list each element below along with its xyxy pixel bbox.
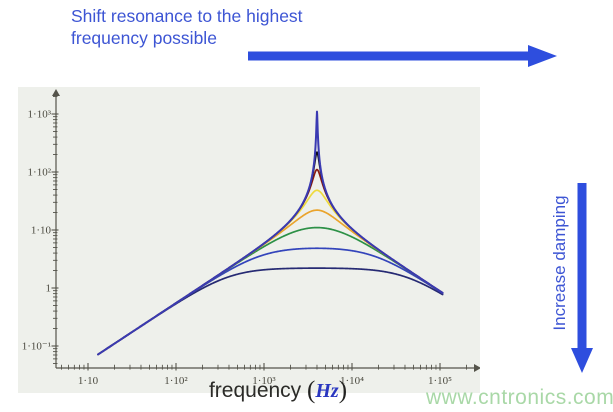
resonance-curve-q0_22 (97, 247, 444, 356)
x-axis-title-name: frequency (208, 379, 302, 402)
x-tick-label: 1·10³ (252, 375, 276, 387)
resonance-curve-q5 (97, 168, 444, 356)
y-tick-label: 1·10³ (28, 109, 52, 121)
chart-panel: 1·10 1·10² 1·10³ 1·10⁴ 1·10⁵ 1·10³ 1·10² 1·10 1 1… (18, 87, 481, 393)
y-tick-label: 1·10 (31, 225, 52, 237)
shift-right-arrow-icon (248, 45, 557, 67)
y-axis-arrow-icon (52, 89, 60, 96)
resonance-curve-q0_5 (97, 226, 444, 356)
x-axis-title: frequency (Hz) (178, 377, 378, 405)
increase-damping-arrow-head (571, 348, 593, 373)
shift-right-arrow-head (528, 45, 557, 67)
page-title: Shift resonance to the highest frequency… (71, 5, 331, 49)
increase-damping-label: Increase damping (550, 195, 569, 331)
y-tick-label: 1·10² (28, 167, 52, 179)
page-title-line2: frequency possible (71, 28, 217, 48)
resonance-curve-q50 (97, 110, 444, 356)
x-axis-title-unit: Hz (315, 380, 339, 402)
x-axis-title-open-paren: ( (307, 377, 316, 404)
x-tick-label: 1·10⁴ (340, 375, 364, 387)
x-tick-label: 1·10⁵ (428, 375, 452, 387)
page-title-line1: Shift resonance to the highest (71, 6, 303, 26)
resonance-chart-svg: 1·10 1·10² 1·10³ 1·10⁴ 1·10⁵ 1·10³ 1·10² 1·10 1 1… (22, 89, 481, 387)
resonance-curve-q0_1 (97, 267, 444, 356)
x-axis-arrow-icon (474, 364, 481, 372)
x-tick-label: 1·10² (164, 375, 188, 387)
resonance-curve-q1 (97, 209, 444, 356)
y-tick-label: 1 (46, 283, 52, 295)
x-tick-label: 1·10 (78, 375, 99, 387)
watermark: www.cntronics.com (426, 386, 613, 409)
increase-damping-arrow-icon (571, 183, 593, 373)
x-axis-title-close-paren: ) (338, 377, 348, 404)
y-tick-label: 1·10⁻¹ (22, 341, 51, 353)
